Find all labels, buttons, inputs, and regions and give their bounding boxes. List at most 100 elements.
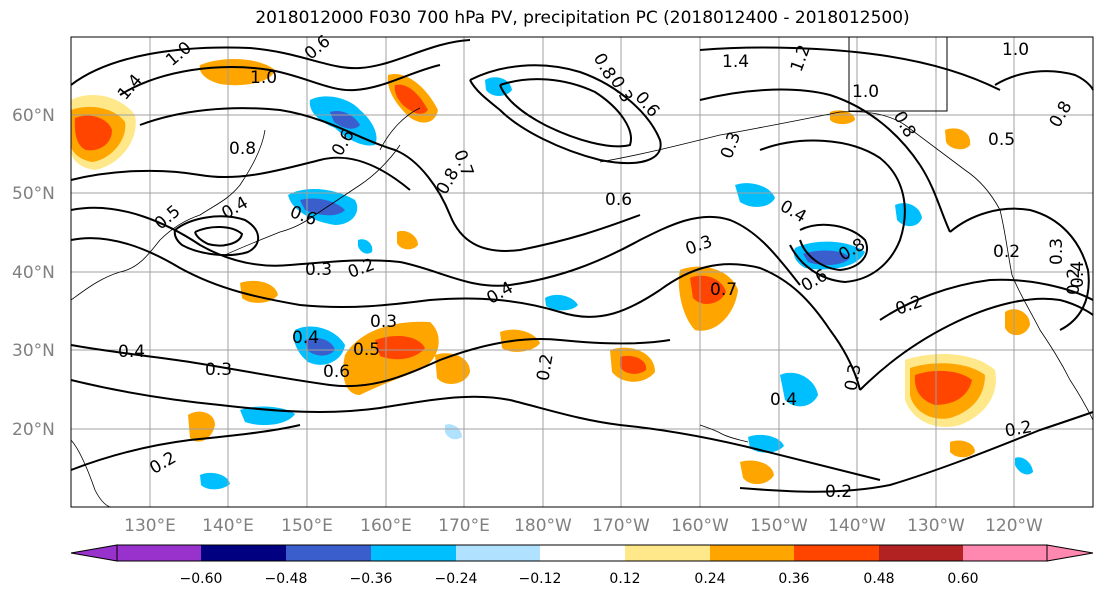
coastline-japan bbox=[224, 214, 316, 256]
coastline-nw-america bbox=[999, 209, 1094, 421]
colorbar-segment bbox=[540, 545, 625, 561]
pv-contour bbox=[859, 297, 1094, 391]
pv-contour bbox=[70, 237, 861, 391]
precip-positive-region bbox=[830, 110, 855, 125]
longitude-label: 170°E bbox=[438, 516, 490, 536]
pv-contour bbox=[879, 278, 1094, 321]
precip-negative-region bbox=[200, 472, 230, 490]
pv-contour bbox=[799, 223, 868, 272]
precip-positive-region bbox=[435, 353, 470, 384]
precip-negative-region bbox=[485, 77, 512, 96]
latitude-label: 50°N bbox=[12, 184, 55, 204]
contour-label: 0.2 bbox=[825, 482, 852, 502]
precip-positive-region bbox=[188, 411, 215, 442]
colorbar-segment bbox=[625, 545, 710, 561]
coastline-aleutians bbox=[599, 111, 906, 163]
precip-negative-region bbox=[748, 434, 784, 453]
precip-positive-region bbox=[74, 115, 112, 151]
contour-label: 0.4 bbox=[292, 328, 319, 348]
gridlines bbox=[71, 37, 1093, 507]
colorbar-tick-label: −0.48 bbox=[265, 571, 308, 587]
precip-positive-region bbox=[240, 280, 278, 303]
colorbar-tick-label: −0.60 bbox=[180, 571, 223, 587]
colorbar-low-extension bbox=[70, 544, 118, 562]
pv-contour bbox=[70, 424, 301, 471]
contour-label: 0.5 bbox=[353, 340, 380, 360]
precip-negative-region bbox=[803, 250, 850, 266]
precip-shading bbox=[71, 58, 1033, 490]
contour-label: 1.4 bbox=[722, 52, 749, 72]
colorbar-tick-label: 0.36 bbox=[778, 571, 809, 587]
precip-positive-region bbox=[397, 230, 418, 250]
contour-label: 0.2 bbox=[993, 242, 1020, 262]
colorbar-segment bbox=[371, 545, 456, 561]
contour-label: 1.0 bbox=[852, 82, 879, 102]
longitude-axis: 130°E 140°E 150°E 160°E 170°E 180°W 170°… bbox=[124, 516, 1043, 536]
pv-contour bbox=[70, 338, 671, 388]
latitude-axis: 60°N 50°N 40°N 30°N 20°N bbox=[12, 106, 55, 440]
map-frame bbox=[70, 36, 1094, 508]
precip-positive-region bbox=[950, 440, 975, 458]
pv-contour bbox=[469, 64, 662, 164]
pv-contour bbox=[173, 215, 260, 257]
precip-negative-region bbox=[545, 294, 578, 311]
pv-contour bbox=[70, 206, 801, 287]
colorbar-high-extension bbox=[1046, 544, 1094, 562]
longitude-label: 140°W bbox=[828, 516, 886, 536]
precip-negative-region bbox=[305, 338, 335, 356]
pv-contour bbox=[699, 88, 951, 233]
pv-contour bbox=[994, 70, 1094, 91]
precip-negative-region bbox=[895, 203, 922, 227]
longitude-label: 160°W bbox=[671, 516, 729, 536]
contour-label: 0.3 bbox=[1047, 238, 1067, 265]
colorbar-segment bbox=[456, 545, 540, 561]
precip-negative-region bbox=[300, 198, 345, 216]
coastline-hawaii bbox=[699, 424, 749, 443]
colorbar-tick-label: 0.12 bbox=[609, 571, 640, 587]
colorbar-segment bbox=[286, 545, 371, 561]
pv-contour bbox=[759, 139, 906, 284]
contour-label: 0.7 bbox=[710, 280, 737, 300]
precip-positive-region bbox=[620, 355, 647, 374]
pv-contour bbox=[194, 226, 244, 247]
colorbar-segment bbox=[963, 545, 1047, 561]
pv-contour bbox=[70, 156, 411, 191]
colorbar-segment bbox=[794, 545, 879, 561]
colorbar-segment bbox=[117, 545, 201, 561]
coastlines bbox=[70, 107, 1094, 508]
pv-contour bbox=[70, 379, 881, 481]
contour-label: 0.2 bbox=[533, 352, 557, 382]
colorbar-tick-label: −0.36 bbox=[350, 571, 393, 587]
pv-contour bbox=[739, 411, 1094, 493]
contour-label: 0.3 bbox=[841, 362, 865, 392]
precip-positive-region bbox=[914, 370, 972, 405]
colorbar-segment bbox=[201, 545, 286, 561]
precip-negative-region bbox=[1015, 457, 1033, 475]
colorbar-tick-label: 0.24 bbox=[694, 571, 725, 587]
latitude-label: 60°N bbox=[12, 106, 55, 126]
precip-positive-region bbox=[690, 275, 726, 304]
longitude-label: 120°W bbox=[985, 516, 1043, 536]
pv-contour bbox=[139, 107, 641, 252]
precip-positive-region bbox=[740, 460, 774, 485]
map-title: 2018012000 F030 700 hPa PV, precipitatio… bbox=[255, 8, 910, 28]
pv-contours bbox=[70, 39, 1094, 493]
pv-contour bbox=[119, 64, 441, 96]
contour-label: 1.0 bbox=[250, 68, 277, 88]
contour-label: 0.3 bbox=[305, 260, 332, 280]
precip-positive-region bbox=[945, 128, 971, 150]
contour-label: 0.8 bbox=[229, 139, 256, 159]
contour-label: 0.4 bbox=[1068, 261, 1088, 288]
contour-label: 0.2 bbox=[1003, 417, 1033, 441]
coastline-philippines bbox=[70, 439, 111, 508]
colorbar-segment bbox=[879, 545, 963, 561]
pv-contour bbox=[70, 39, 471, 86]
longitude-label: 160°E bbox=[360, 516, 412, 536]
pv-contour bbox=[699, 46, 1001, 91]
precip-negative-region bbox=[780, 372, 818, 407]
contour-label: 0.6 bbox=[605, 190, 632, 210]
colorbar-outline bbox=[116, 544, 1048, 562]
longitude-label: 140°E bbox=[202, 516, 254, 536]
contour-label: 0.6 bbox=[323, 362, 350, 382]
